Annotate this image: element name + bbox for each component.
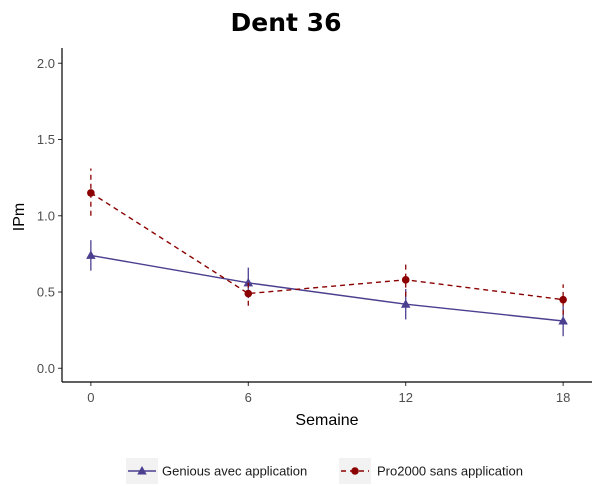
series-pro2000 [87,168,567,315]
data-point [401,276,410,284]
legend-marker [137,466,147,475]
legend-label: Pro2000 sans application [377,464,523,479]
y-tick-label: 1.5 [37,132,55,147]
data-point [87,189,95,197]
y-axis-ticks: 0.0 0.5 1.0 1.5 2.0 [37,56,62,376]
data-point [558,315,568,325]
data-point [244,289,253,298]
series-line [90,254,564,322]
x-tick-label: 6 [245,390,252,405]
legend-item: Genious avec application [126,458,307,484]
data-point [400,299,411,308]
legend: Genious avec application Pro2000 sans app… [126,458,523,484]
series-line [90,192,564,301]
data-point [559,295,567,304]
x-axis-ticks: 0 6 12 18 [87,382,570,405]
y-tick-label: 2.0 [37,56,55,71]
y-tick-label: 0.5 [37,285,55,300]
x-tick-label: 18 [556,390,570,405]
y-axis-title: IPm [11,203,28,231]
x-tick-label: 12 [398,390,412,405]
legend-marker [351,467,359,475]
x-axis-title: Semaine [295,412,358,429]
series-layer [86,168,568,337]
data-point [243,277,254,287]
x-tick-label: 0 [87,390,94,405]
y-tick-label: 0.0 [37,361,55,376]
y-tick-label: 1.0 [37,208,55,223]
series-genious [86,240,568,337]
legend-label: Genious avec application [162,464,307,479]
data-point [86,250,96,259]
chart-title: Dent 36 [231,8,342,37]
legend-item: Pro2000 sans application [339,458,523,484]
